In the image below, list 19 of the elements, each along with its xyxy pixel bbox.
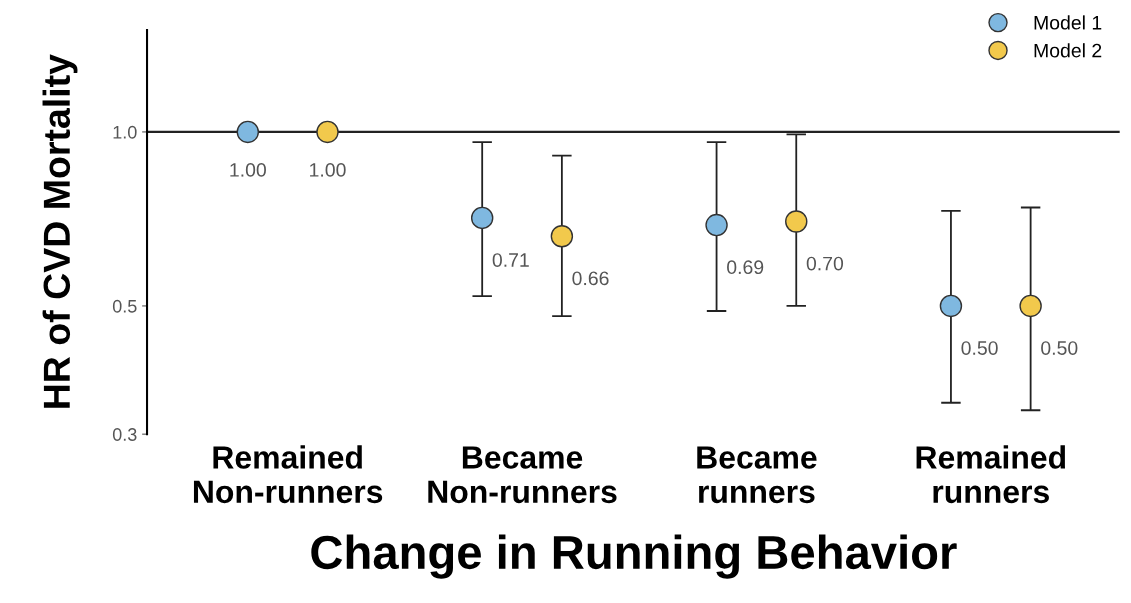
y-tick-label: 0.3	[112, 428, 137, 441]
x-tick-label: Remained runners	[916, 445, 1066, 504]
data-label: 0.70	[806, 256, 844, 271]
legend-label: Model 1	[1034, 15, 1102, 30]
x-tick-label: Became Non-runners	[428, 446, 617, 504]
y-tick-label: 0.5	[112, 299, 137, 313]
y-tick-label: 1.0	[113, 125, 137, 139]
x-axis-title: Change in Running Behavior	[311, 534, 957, 579]
x-tick-label: Remained Non-runners	[193, 445, 383, 504]
data-label: 1.00	[230, 163, 266, 177]
data-label: 0.50	[1041, 341, 1078, 355]
data-label: 0.50	[961, 341, 998, 355]
data-label: 0.71	[492, 253, 529, 267]
y-axis-title: HR of CVD Mortality	[42, 54, 78, 408]
data-label: 0.69	[727, 260, 764, 275]
legend-label: Model 2	[1034, 43, 1102, 58]
data-label: 0.66	[572, 271, 609, 286]
data-label: 1.00	[310, 163, 346, 177]
x-tick-label: Became runners	[697, 446, 817, 504]
